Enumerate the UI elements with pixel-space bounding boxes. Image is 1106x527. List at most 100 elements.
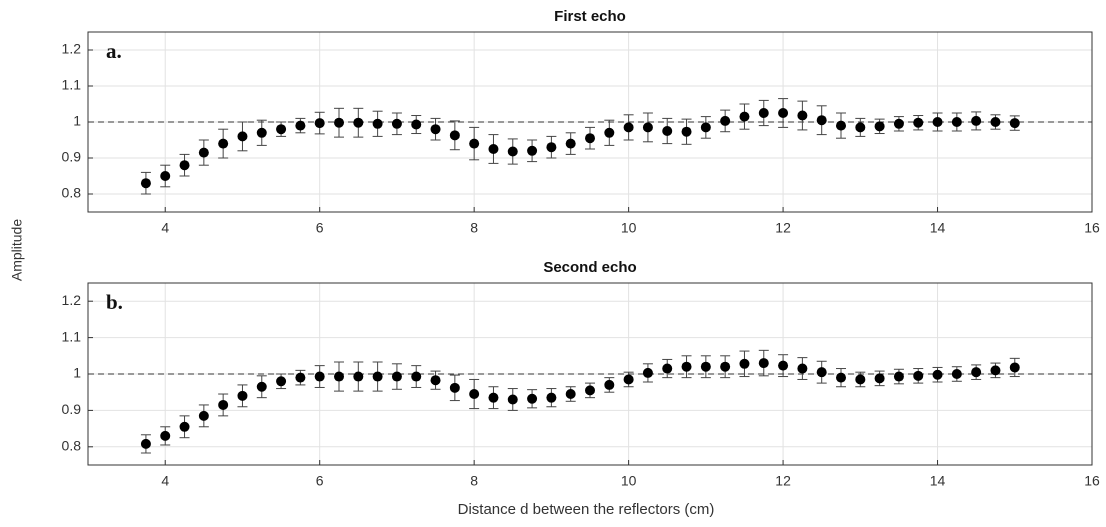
data-point <box>198 410 209 421</box>
data-point <box>951 117 962 127</box>
x-tick-label: 12 <box>775 473 791 489</box>
data-point <box>237 131 248 142</box>
data-point <box>874 121 885 132</box>
x-tick-label: 4 <box>161 220 169 236</box>
x-tick-label: 10 <box>621 473 637 489</box>
data-point <box>739 358 750 369</box>
panel-title: Second echo <box>543 259 636 276</box>
data-point <box>816 367 827 378</box>
data-point <box>160 171 171 181</box>
y-tick-label: 1 <box>73 365 81 381</box>
data-point <box>140 438 151 449</box>
data-point <box>527 145 538 156</box>
x-tick-label: 16 <box>1084 473 1100 489</box>
y-tick-label: 0.8 <box>62 185 82 201</box>
panel-title: First echo <box>554 8 626 25</box>
data-point <box>893 371 904 382</box>
y-tick-label: 0.9 <box>62 149 82 165</box>
data-point <box>488 144 499 154</box>
x-tick-label: 10 <box>621 220 637 236</box>
data-point <box>276 124 287 135</box>
data-point <box>565 389 576 400</box>
data-point <box>391 118 402 129</box>
data-point <box>913 370 924 381</box>
x-tick-label: 6 <box>316 473 324 489</box>
data-point <box>932 117 943 127</box>
data-point <box>623 374 634 385</box>
data-point <box>913 117 924 128</box>
data-point <box>488 392 499 403</box>
data-point <box>874 373 885 384</box>
data-point <box>816 115 827 126</box>
data-point <box>585 385 595 396</box>
x-tick-label: 4 <box>161 473 169 489</box>
data-point <box>218 138 229 149</box>
data-point <box>758 108 769 118</box>
data-point <box>971 115 982 126</box>
data-point <box>700 122 711 133</box>
data-point <box>430 375 441 386</box>
data-point <box>469 138 480 149</box>
x-tick-label: 14 <box>930 220 946 236</box>
data-point <box>276 376 287 387</box>
x-tick-label: 8 <box>470 220 478 236</box>
data-point <box>391 371 402 382</box>
y-tick-label: 0.8 <box>62 438 82 454</box>
data-point <box>836 120 846 131</box>
data-point <box>951 369 962 379</box>
data-point <box>372 118 383 129</box>
data-point <box>662 363 673 374</box>
data-point <box>855 122 866 133</box>
data-point <box>140 178 151 189</box>
data-point <box>295 120 306 131</box>
data-point <box>778 360 789 371</box>
data-point <box>565 138 576 149</box>
panel-annotation: b. <box>106 290 123 314</box>
data-point <box>353 117 364 128</box>
y-tick-label: 1.1 <box>62 77 82 93</box>
data-point <box>430 124 441 135</box>
data-point <box>527 393 538 404</box>
x-tick-label: 8 <box>470 473 478 489</box>
y-tick-label: 0.9 <box>62 401 82 417</box>
data-point <box>797 363 808 374</box>
data-point <box>160 430 171 441</box>
data-point <box>334 117 344 128</box>
data-point <box>353 371 364 382</box>
y-axis-label: Amplitude <box>9 219 25 281</box>
data-point <box>411 371 422 382</box>
x-tick-label: 16 <box>1084 220 1100 236</box>
data-point <box>739 111 750 122</box>
data-point <box>449 130 460 141</box>
y-tick-label: 1.2 <box>62 41 82 57</box>
data-point <box>836 372 846 383</box>
data-point <box>1009 118 1020 129</box>
data-point <box>642 122 653 133</box>
data-point <box>720 115 731 126</box>
data-point <box>758 358 769 369</box>
data-point <box>585 133 595 144</box>
data-point <box>179 160 190 171</box>
data-point <box>932 369 943 380</box>
data-point <box>700 361 711 372</box>
data-point <box>372 371 383 382</box>
data-point <box>179 421 190 432</box>
data-point <box>295 372 306 383</box>
data-point <box>990 365 1001 376</box>
data-point <box>990 117 1001 127</box>
data-point <box>681 361 692 372</box>
data-point <box>971 367 982 378</box>
y-tick-label: 1.1 <box>62 328 82 344</box>
data-point <box>623 122 634 133</box>
data-point <box>237 390 248 401</box>
data-point <box>855 374 866 385</box>
data-point <box>469 389 480 400</box>
data-point <box>604 127 615 138</box>
y-tick-label: 1.2 <box>62 292 82 308</box>
data-point <box>314 371 325 382</box>
data-point <box>507 146 518 157</box>
x-tick-label: 14 <box>930 473 946 489</box>
data-point <box>1009 362 1020 373</box>
